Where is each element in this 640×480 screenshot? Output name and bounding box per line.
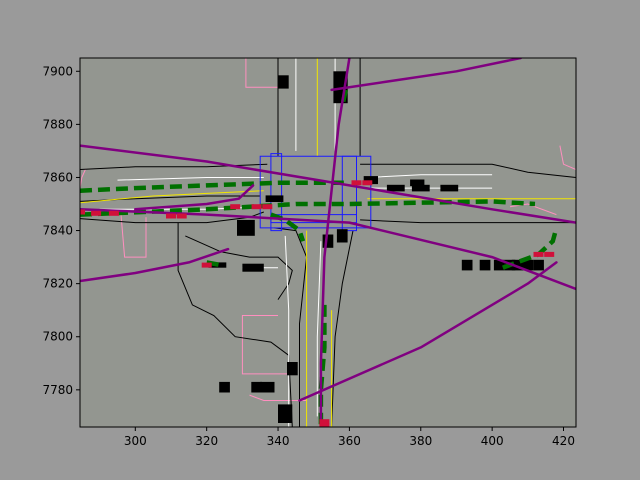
agent-box xyxy=(260,381,275,393)
trajectory-line xyxy=(330,58,522,92)
sidewalk-line xyxy=(120,214,147,258)
x-tick-label: 360 xyxy=(338,434,361,448)
ego-marker xyxy=(251,204,262,210)
agent-box xyxy=(440,184,459,192)
road-edge-line xyxy=(360,163,576,178)
road-edge-line xyxy=(360,219,576,224)
trajectory-line xyxy=(80,144,576,224)
ego-marker xyxy=(351,180,362,186)
center-line-layer xyxy=(80,58,576,427)
agent-box xyxy=(287,362,298,376)
agent-box xyxy=(479,259,491,271)
agent-box xyxy=(363,176,378,185)
lane-divider-line xyxy=(367,174,493,178)
y-tick-label: 7780 xyxy=(42,383,73,397)
center-line xyxy=(80,190,264,204)
agent-box xyxy=(461,259,473,271)
road-edge-line xyxy=(177,222,293,427)
agent-box xyxy=(336,229,348,243)
agent-box xyxy=(511,259,523,271)
road-edge-line xyxy=(80,211,264,224)
agent-box xyxy=(522,259,534,271)
lane-divider-line xyxy=(284,235,290,427)
agent-box xyxy=(278,75,289,89)
ego-marker xyxy=(108,210,119,216)
ego-marker xyxy=(262,204,273,210)
trajectory-line xyxy=(80,247,230,283)
trajectory-layer xyxy=(80,58,576,427)
plot-frame xyxy=(79,57,577,428)
agent-box xyxy=(242,263,264,272)
agent-box xyxy=(251,381,262,393)
ego-marker xyxy=(201,262,212,268)
agent-box xyxy=(533,259,544,271)
agent-box xyxy=(410,179,425,187)
x-tick-label: 300 xyxy=(124,434,147,448)
agent-box xyxy=(219,381,230,393)
ego-marker xyxy=(544,251,555,257)
sidewalk-line xyxy=(559,145,576,170)
x-tick-label: 400 xyxy=(481,434,504,448)
agent-box xyxy=(386,184,405,192)
trajectory-line xyxy=(298,261,558,402)
agent-box xyxy=(278,404,293,423)
x-tick-label: 380 xyxy=(409,434,432,448)
lane-divider-line xyxy=(117,177,264,181)
ego-marker xyxy=(319,419,330,425)
ego-marker xyxy=(319,423,330,427)
ego-marker xyxy=(91,210,102,216)
x-axis: 300 320 340 360 380 400 420 xyxy=(124,427,575,448)
agent-box xyxy=(411,184,430,192)
ego-marker xyxy=(362,180,373,186)
y-tick-label: 7880 xyxy=(42,117,73,131)
ego-marker xyxy=(230,204,241,210)
ego-marker xyxy=(166,213,176,219)
ego-marker xyxy=(80,209,85,215)
agent-box xyxy=(265,195,284,202)
y-tick-label: 7820 xyxy=(42,277,73,291)
y-tick-label: 7800 xyxy=(42,330,73,344)
ego-marker-layer xyxy=(80,180,555,427)
route-layer xyxy=(80,89,559,425)
route-dashed-line xyxy=(502,227,559,270)
sidewalk-line xyxy=(249,394,307,401)
route-dashed-line xyxy=(270,212,306,242)
sidewalk-line xyxy=(241,315,278,375)
y-tick-label: 7900 xyxy=(42,64,73,78)
y-axis: 7780 7800 7820 7840 7860 7880 7900 xyxy=(42,64,80,397)
trajectory-line xyxy=(80,208,576,291)
ego-marker xyxy=(176,213,187,219)
agent-box xyxy=(493,259,505,271)
ego-marker xyxy=(533,251,544,257)
sidewalk-line xyxy=(80,169,86,189)
trajectory-line xyxy=(134,184,255,211)
trajectory-line xyxy=(319,58,351,427)
sidewalk-line xyxy=(509,203,557,216)
lane-divider-line xyxy=(316,241,322,417)
x-tick-label: 320 xyxy=(195,434,218,448)
y-tick-label: 7840 xyxy=(42,224,73,238)
x-tick-label: 340 xyxy=(267,434,290,448)
route-dashed-line xyxy=(318,304,327,425)
x-tick-label: 420 xyxy=(552,434,575,448)
route-dashed-line xyxy=(80,199,536,217)
road-edge-line xyxy=(331,230,354,427)
y-tick-label: 7860 xyxy=(42,170,73,184)
sidewalk-line xyxy=(245,58,278,88)
agent-box xyxy=(237,219,255,236)
sidewalk-layer xyxy=(80,58,576,401)
route-dashed-line xyxy=(80,180,350,193)
agent-box xyxy=(322,234,334,248)
